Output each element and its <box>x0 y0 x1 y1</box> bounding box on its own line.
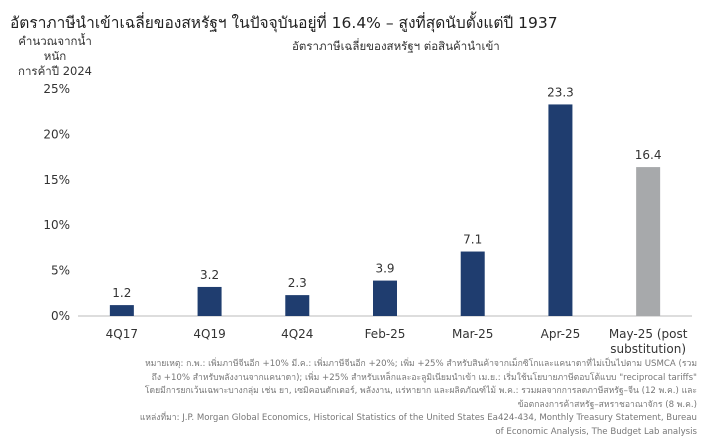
x-tick-label: Apr-25 <box>541 327 581 341</box>
data-label: 3.2 <box>200 268 219 282</box>
data-label: 16.4 <box>635 148 662 162</box>
x-tick-label: Feb-25 <box>365 327 406 341</box>
x-tick-label: May-25 (post <box>609 327 688 341</box>
x-tick-label: substitution) <box>610 342 686 356</box>
data-label: 7.1 <box>463 233 482 247</box>
x-tick-label: 4Q19 <box>193 327 225 341</box>
footnotes: หมายเหตุ: ก.พ.: เพิ่มภาษีจีนอีก +10% มี.… <box>137 358 697 440</box>
y-tick-label: 5% <box>51 264 70 278</box>
data-label: 2.3 <box>288 276 307 290</box>
bar <box>548 104 573 316</box>
x-tick-label: 4Q24 <box>281 327 313 341</box>
note-text: หมายเหตุ: ก.พ.: เพิ่มภาษีจีนอีก +10% มี.… <box>144 359 697 410</box>
bar <box>373 280 397 316</box>
data-label: 1.2 <box>112 286 131 300</box>
y-tick-label: 15% <box>43 173 70 187</box>
chart-title: อัตราภาษีนำเข้าเฉลี่ยของสหรัฐฯ ในปัจจุบั… <box>10 14 558 32</box>
y-tick-label: 0% <box>51 309 70 323</box>
source-text: แหล่งที่มา: J.P. Morgan Global Economics… <box>139 413 697 437</box>
x-tick-label: 4Q17 <box>106 327 138 341</box>
data-label: 23.3 <box>547 85 574 99</box>
bar <box>197 286 222 316</box>
data-label: 3.9 <box>375 262 394 276</box>
y-axis-label: คำนวณจากน้ำหนัก การค้าปี 2024 <box>10 34 100 79</box>
bar <box>285 295 310 316</box>
y-tick-label: 10% <box>43 218 70 232</box>
y-tick-label: 25% <box>43 82 70 96</box>
bar <box>636 167 661 316</box>
bar <box>109 305 134 316</box>
y-tick-label: 20% <box>43 127 70 141</box>
y-axis-label-line: การค้าปี 2024 <box>18 64 92 78</box>
x-tick-label: Mar-25 <box>452 327 493 341</box>
chart-subtitle: อัตราภาษีเฉลี่ยของสหรัฐฯ ต่อสินค้านำเข้า <box>292 39 500 53</box>
y-axis-label-line: คำนวณจากน้ำหนัก <box>18 34 92 63</box>
bar <box>460 251 485 316</box>
